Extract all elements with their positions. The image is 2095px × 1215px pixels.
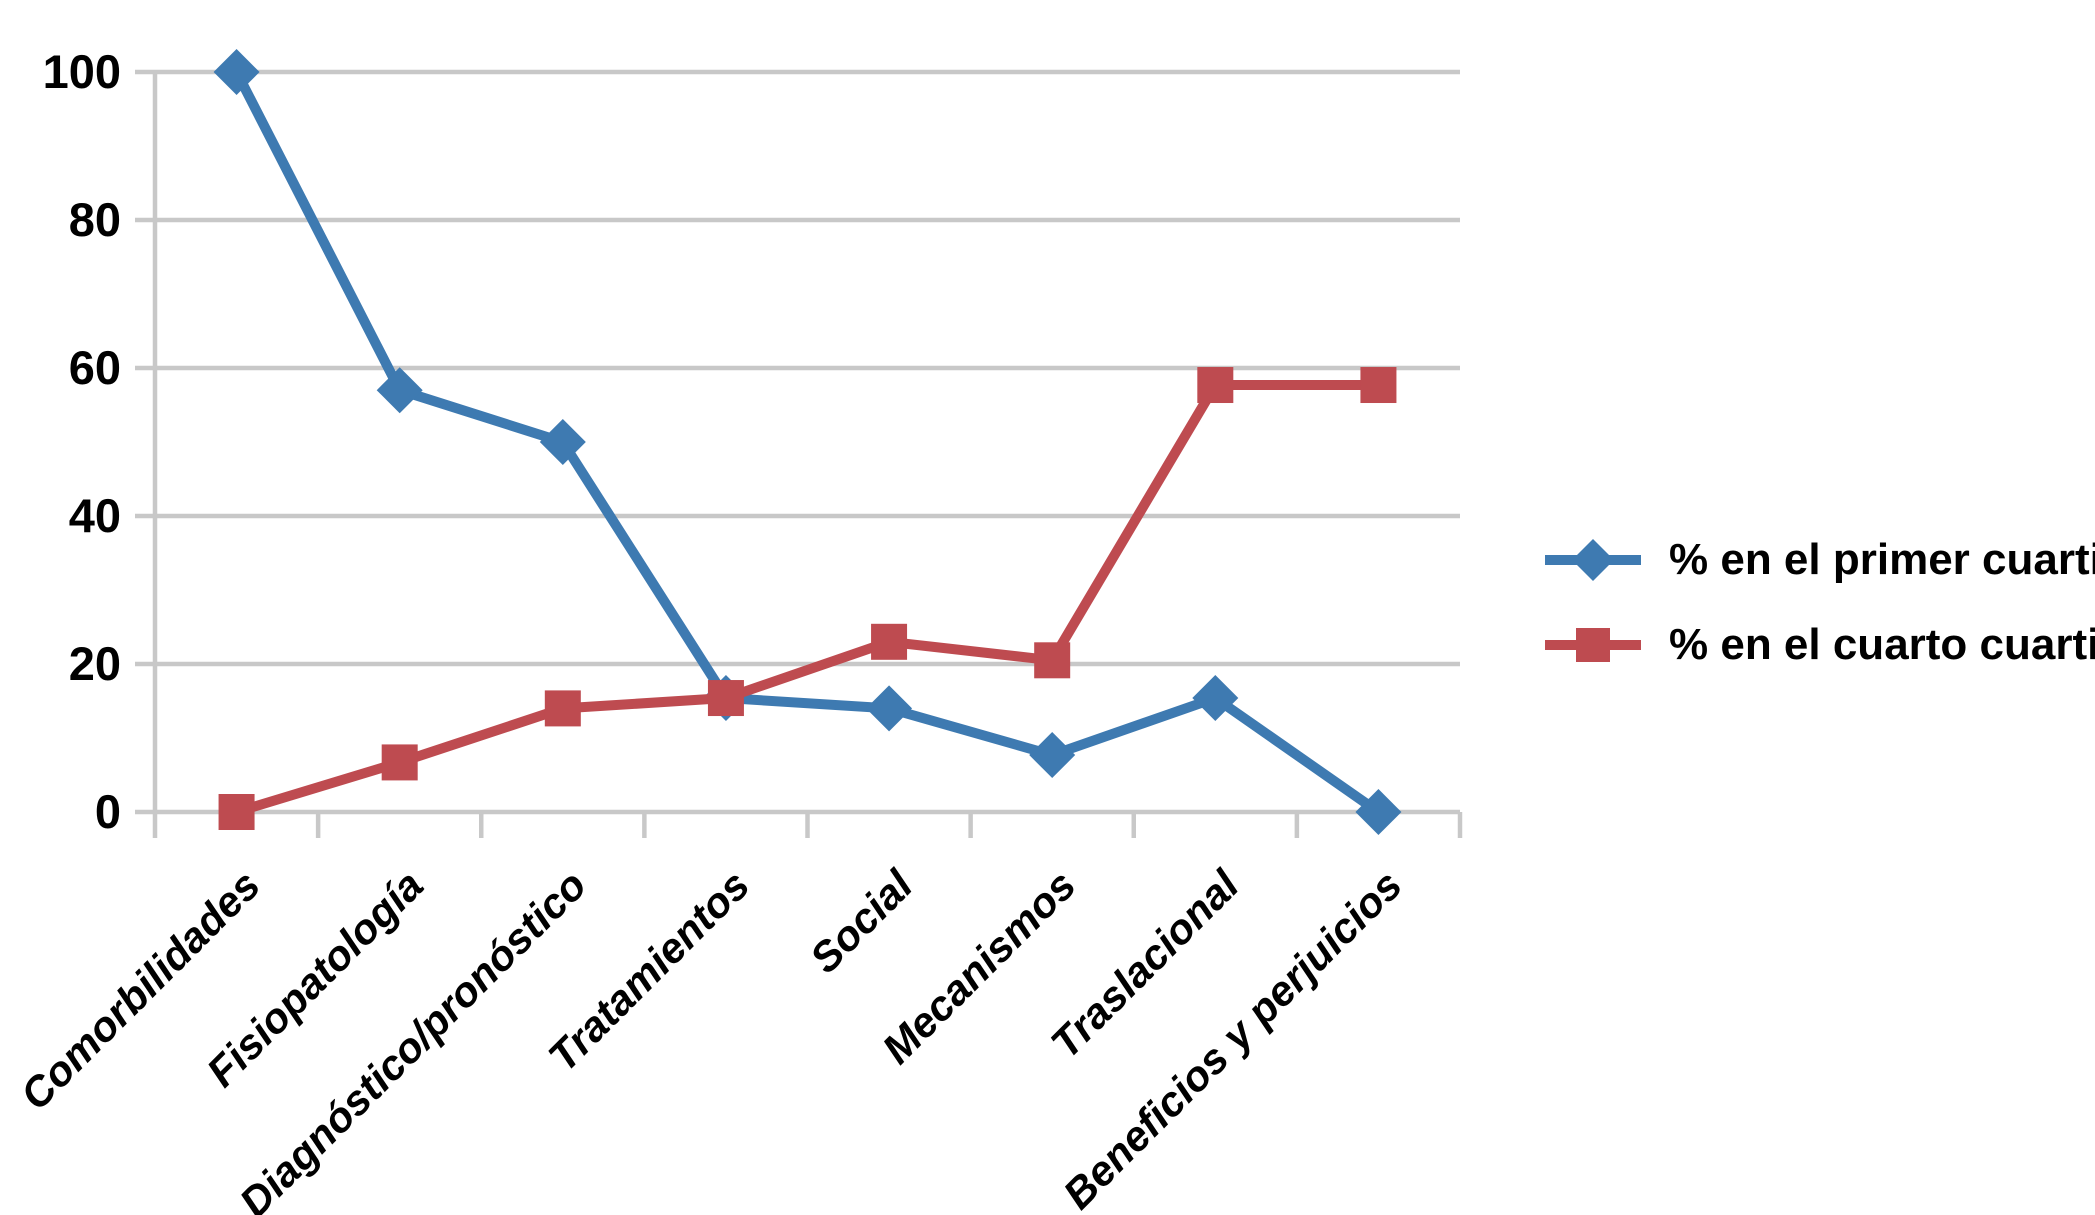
series-marker-diamond xyxy=(1029,732,1076,779)
x-axis-category-label: Social xyxy=(801,860,923,982)
series-marker-diamond xyxy=(866,685,913,732)
series-marker-diamond xyxy=(213,49,260,95)
legend-label: % en el primer cuartil xyxy=(1669,534,2095,584)
series-marker-square xyxy=(381,744,418,781)
series-marker-square xyxy=(1576,627,1610,662)
legend-item: % en el cuarto cuartil xyxy=(1543,602,2095,687)
y-axis-tick-label: 60 xyxy=(69,341,121,394)
series-marker-diamond xyxy=(1192,675,1239,722)
series-marker-square xyxy=(1360,367,1397,404)
series-marker-diamond xyxy=(1355,789,1402,835)
series-marker-square xyxy=(218,794,255,830)
y-axis-tick-label: 80 xyxy=(69,193,121,246)
series-line-1 xyxy=(235,380,1379,817)
series-marker-square xyxy=(1034,642,1071,679)
legend: % en el primer cuartil % en el cuarto cua… xyxy=(1543,517,2095,687)
legend-label: % en el cuarto cuartil xyxy=(1669,619,2095,669)
legend-marker xyxy=(1545,627,1641,662)
legend-item: % en el primer cuartil xyxy=(1543,517,2095,602)
series-line-0 xyxy=(232,69,1382,817)
series-marker-diamond xyxy=(376,367,423,414)
x-axis-category-label: Beneficios y perjuicios xyxy=(1054,861,1411,1215)
series-marker-square xyxy=(871,623,908,660)
series-marker-square xyxy=(1197,367,1234,404)
series-marker-square xyxy=(544,690,581,727)
y-axis-tick-label: 40 xyxy=(69,489,121,542)
series-marker-diamond xyxy=(1572,538,1614,581)
series-marker-diamond xyxy=(539,419,586,465)
y-axis-tick-label: 100 xyxy=(43,45,121,98)
y-axis-tick-label: 20 xyxy=(69,637,121,690)
series-marker-square xyxy=(707,680,744,717)
legend-marker xyxy=(1545,538,1641,581)
y-axis-tick-label: 0 xyxy=(95,785,121,838)
